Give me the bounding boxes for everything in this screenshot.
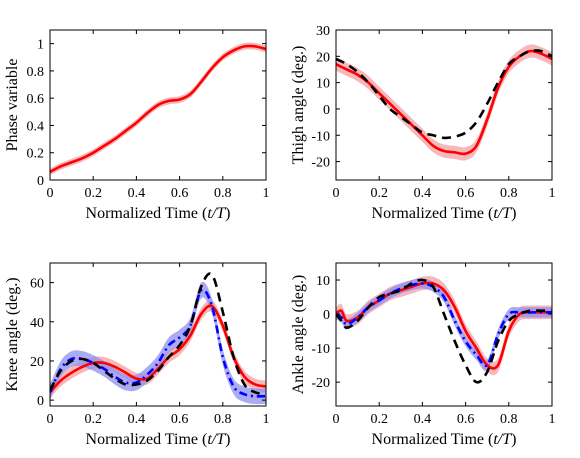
x-axis-label: Normalized Time (t/T) <box>372 205 517 222</box>
x-tick-label: 0.8 <box>500 186 518 201</box>
x-axis-label: Normalized Time (t/T) <box>86 205 231 222</box>
series-2-line <box>336 49 552 140</box>
x-tick-label: 0.4 <box>128 186 146 201</box>
x-tick-label: 1 <box>549 186 556 201</box>
x-axis-label: Normalized Time (t/T) <box>372 431 517 448</box>
series-2-line <box>336 282 552 368</box>
x-tick-label: 0.8 <box>214 412 232 427</box>
y-tick-label: 0.2 <box>27 147 45 162</box>
x-tick-label: 0.2 <box>370 186 388 201</box>
y-tick-label: 0.6 <box>27 92 45 107</box>
subplot-1: 0 0.2 0.4 0.6 0.8 1 0 0.2 0.4 0.6 0.8 1 Normalized T… <box>4 29 270 222</box>
y-tick-label: -10 <box>311 342 330 357</box>
series-1-line <box>336 281 552 370</box>
y-tick-label: 0.8 <box>27 65 45 80</box>
y-tick-label: 30 <box>316 24 330 39</box>
y-tick-label: 0 <box>37 394 44 409</box>
y-tick-label: -20 <box>311 376 330 391</box>
x-tick-label: 0.6 <box>457 412 475 427</box>
y-axis-label: Phase variable <box>4 59 21 152</box>
y-tick-label: 10 <box>316 274 330 289</box>
axes-frame <box>335 262 553 407</box>
x-tick-label: 0 <box>333 186 340 201</box>
subplot-2: 0 0.2 0.4 0.6 0.8 1 -20 -10 0 10 20 30 Normalized Ti… <box>290 24 556 222</box>
series-1-line <box>50 44 266 173</box>
series-2-band <box>50 281 266 405</box>
axes-frame <box>49 29 267 181</box>
y-tick-label: 40 <box>30 316 44 331</box>
y-tick-label: 1 <box>37 38 44 53</box>
y-tick-label: 10 <box>316 77 330 92</box>
series-3-line <box>50 272 266 396</box>
y-tick-label: 0 <box>323 103 330 118</box>
y-tick-label: -10 <box>311 129 330 144</box>
y-tick-label: 20 <box>30 355 44 370</box>
x-axis-label: Normalized Time (t/T) <box>86 431 231 448</box>
x-tick-label: 0.6 <box>171 412 189 427</box>
x-tick-label: 0 <box>47 412 54 427</box>
y-axis-label: Ankle angle (deg.) <box>290 275 307 395</box>
x-tick-label: 0.6 <box>457 186 475 201</box>
plot-area <box>336 275 552 384</box>
x-tick-label: 0.6 <box>171 186 189 201</box>
y-tick-label: 60 <box>30 277 44 292</box>
x-tick-label: 0.8 <box>500 412 518 427</box>
plot-area <box>336 44 552 161</box>
series-1-line <box>336 49 552 156</box>
x-tick-label: 0 <box>47 186 54 201</box>
series-3-line <box>336 278 552 384</box>
y-axis-label: Thigh angle (deg.) <box>290 46 307 165</box>
x-tick-label: 0.8 <box>214 186 232 201</box>
series-1-band <box>50 42 266 176</box>
x-tick-label: 0.4 <box>414 412 432 427</box>
x-tick-label: 0.4 <box>128 412 146 427</box>
subplot-4: 0 0.2 0.4 0.6 0.8 1 -20 -10 0 10 Normalized Time (… <box>290 262 556 448</box>
y-tick-label: 0 <box>37 174 44 189</box>
y-tick-label: 0.4 <box>27 119 45 134</box>
plot-area <box>50 272 266 405</box>
y-tick-label: 20 <box>316 50 330 65</box>
axes-frame <box>335 29 553 181</box>
x-tick-label: 1 <box>263 186 270 201</box>
y-tick-label: -20 <box>311 156 330 171</box>
x-tick-label: 1 <box>263 412 270 427</box>
y-axis-label: Knee angle (deg.) <box>4 277 21 391</box>
x-tick-label: 0.2 <box>84 186 102 201</box>
series-1-band <box>336 44 552 161</box>
subplot-3: 0 0.2 0.4 0.6 0.8 1 0 20 40 60 Normalized Time (t/… <box>4 262 270 448</box>
x-tick-label: 0.2 <box>84 412 102 427</box>
x-tick-label: 0.2 <box>370 412 388 427</box>
plot-area <box>50 42 266 176</box>
x-tick-label: 0.4 <box>414 186 432 201</box>
axes-frame <box>49 262 267 407</box>
x-tick-label: 0 <box>333 412 340 427</box>
x-tick-label: 1 <box>549 412 556 427</box>
y-tick-label: 0 <box>323 308 330 323</box>
